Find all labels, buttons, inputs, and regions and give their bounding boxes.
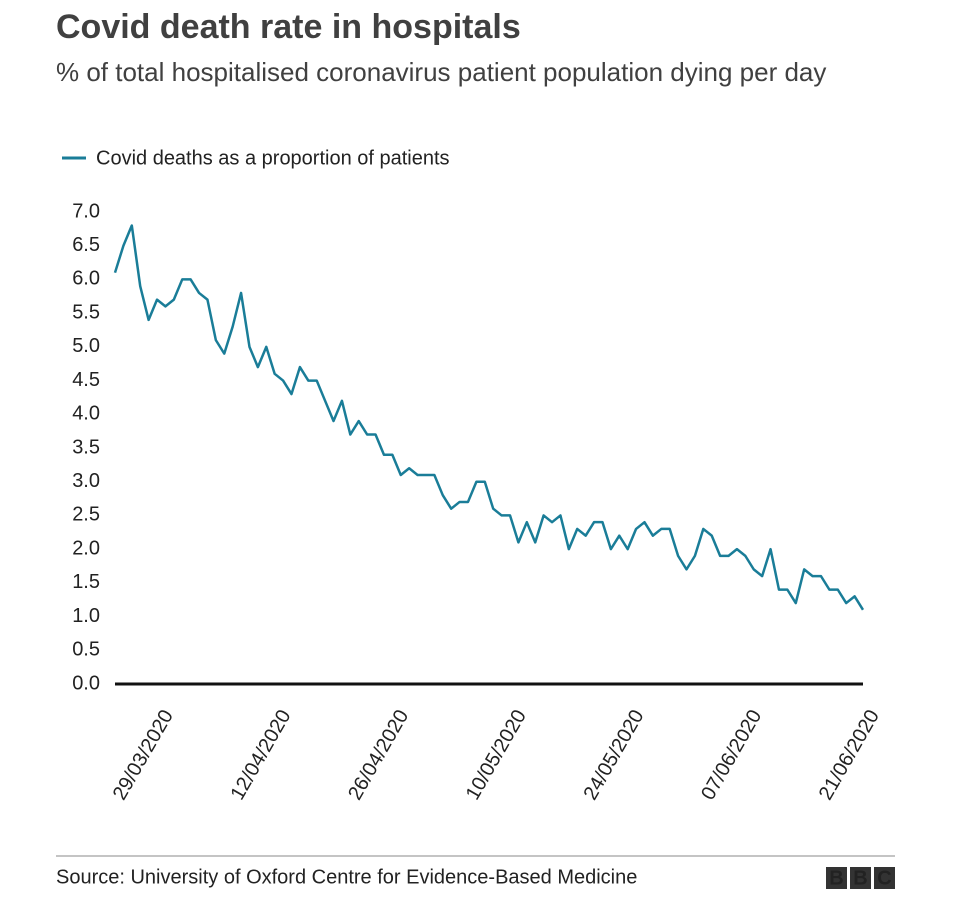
y-tick-label: 5.5 (72, 301, 100, 323)
chart-subtitle: % of total hospitalised coronavirus pati… (56, 57, 827, 87)
x-tick-label: 12/04/2020 (226, 706, 295, 804)
y-tick-label: 0.0 (72, 672, 100, 694)
x-tick-label: 21/06/2020 (815, 706, 884, 804)
y-tick-label: 3.0 (72, 470, 100, 492)
source: Source: University of Oxford Centre for … (56, 866, 637, 888)
x-tick-label: 26/04/2020 (344, 706, 413, 804)
y-tick-label: 2.5 (72, 504, 100, 526)
y-tick-label: 1.0 (72, 605, 100, 627)
chart-title: Covid death rate in hospitals (56, 8, 521, 46)
data-line (113, 224, 865, 611)
logo-box (850, 867, 871, 889)
logo-box (826, 867, 847, 889)
y-tick-label: 5.0 (72, 335, 100, 357)
y-tick-label: 7.0 (72, 200, 100, 222)
logo-box (874, 867, 895, 889)
legend-label: Covid deaths as a proportion of patients (96, 147, 450, 169)
y-tick-label: 6.0 (72, 268, 100, 290)
y-tick-label: 6.5 (72, 234, 100, 256)
y-tick-label: 0.5 (72, 639, 100, 661)
x-tick-label: 07/06/2020 (697, 706, 766, 804)
logo-letter: B (853, 867, 867, 889)
y-tick-label: 1.5 (72, 571, 100, 593)
x-tick-label: 24/05/2020 (579, 706, 648, 804)
y-tick-label: 2.0 (72, 537, 100, 559)
logo-letter: C (877, 867, 891, 889)
y-tick-label: 4.5 (72, 369, 100, 391)
x-tick-label: 10/05/2020 (462, 706, 531, 804)
x-tick-label: 29/03/2020 (109, 706, 178, 804)
y-tick-label: 3.5 (72, 436, 100, 458)
logo-letter: B (829, 867, 843, 889)
y-tick-label: 4.0 (72, 403, 100, 425)
